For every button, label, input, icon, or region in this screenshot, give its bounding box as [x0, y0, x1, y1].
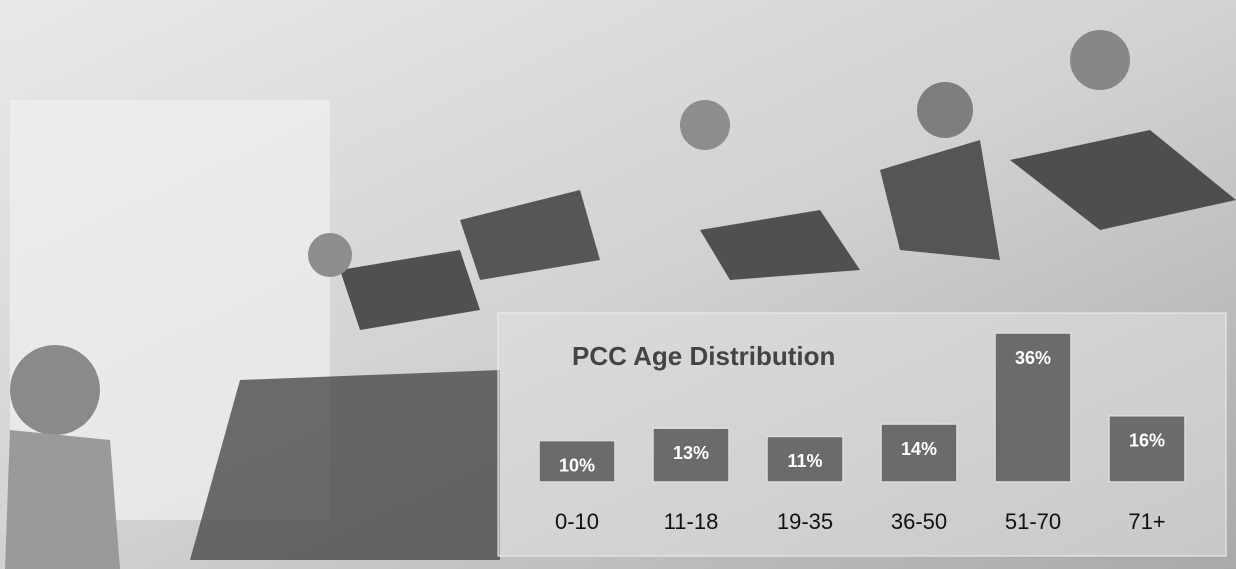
x-tick-label: 11-18	[664, 509, 719, 534]
data-label: 11%	[787, 451, 822, 471]
data-label: 13%	[673, 443, 709, 463]
data-label: 14%	[901, 439, 937, 459]
screenshot: PCC Age Distribution 0-10 10% 11-18 13% 19-3…	[0, 0, 1236, 569]
x-tick-label: 0-10	[555, 509, 599, 534]
x-tick-label: 71+	[1128, 509, 1165, 534]
x-tick-label: 36-50	[891, 509, 947, 534]
data-label: 10%	[559, 455, 595, 475]
data-label: 36%	[1015, 348, 1051, 368]
x-tick-label: 51-70	[1005, 509, 1061, 534]
x-tick-label: 19-35	[777, 509, 833, 534]
data-label: 16%	[1129, 431, 1165, 451]
chart-title: PCC Age Distribution	[572, 341, 835, 371]
